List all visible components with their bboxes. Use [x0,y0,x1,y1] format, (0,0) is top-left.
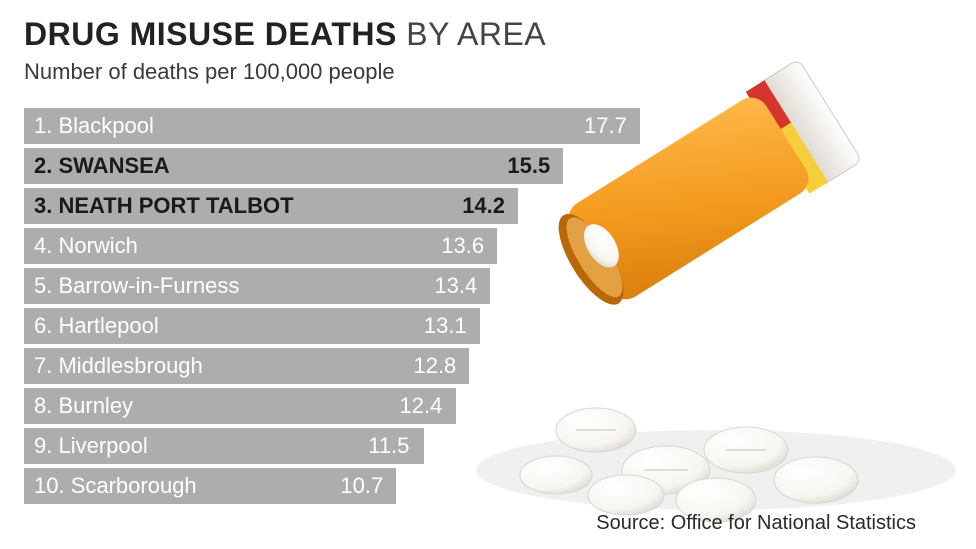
title-strong: DRUG MISUSE DEATHS [24,16,397,52]
bar-label: 3. NEATH PORT TALBOT [34,193,294,219]
source-attribution: Source: Office for National Statistics [596,512,916,535]
bar-value: 15.5 [507,153,550,179]
bar-label: 7. Middlesbrough [34,353,203,379]
bar-label: 1. Blackpool [34,113,154,139]
bar-row: 9. Liverpool 11.5 [24,428,664,464]
bar-chart: 1. Blackpool 17.7 2. SWANSEA 15.5 3. NEATH P… [24,108,664,508]
title-light: BY AREA [397,16,546,52]
bar-label: 4. Norwich [34,233,138,259]
bar-value: 12.8 [413,353,456,379]
bar-row: 3. NEATH PORT TALBOT 14.2 [24,188,664,224]
chart-subtitle: Number of deaths per 100,000 people [24,59,546,85]
bar-row: 8. Burnley 12.4 [24,388,664,424]
bar-row: 1. Blackpool 17.7 [24,108,664,144]
bar-label: 8. Burnley [34,393,133,419]
bar-value: 11.5 [368,433,409,459]
bar-value: 13.6 [441,233,484,259]
chart-header: DRUG MISUSE DEATHS BY AREA Number of dea… [24,16,546,85]
bar-value: 10.7 [340,473,383,499]
bar-row: 4. Norwich 13.6 [24,228,664,264]
bar-row: 2. SWANSEA 15.5 [24,148,664,184]
bar-label: 9. Liverpool [34,433,148,459]
bar-value: 17.7 [584,113,627,139]
bar-value: 12.4 [400,393,443,419]
bar-label: 10. Scarborough [34,473,197,499]
bar-label: 5. Barrow-in-Furness [34,273,239,299]
bar-label: 2. SWANSEA [34,153,170,179]
bar-row: 7. Middlesbrough 12.8 [24,348,664,384]
bar-value: 14.2 [462,193,505,219]
bar-value: 13.1 [424,313,467,339]
bar-value: 13.4 [434,273,477,299]
bar-row: 5. Barrow-in-Furness 13.4 [24,268,664,304]
bar-row: 6. Hartlepool 13.1 [24,308,664,344]
bar-row: 10. Scarborough 10.7 [24,468,664,504]
chart-title: DRUG MISUSE DEATHS BY AREA [24,16,546,53]
bar-label: 6. Hartlepool [34,313,159,339]
